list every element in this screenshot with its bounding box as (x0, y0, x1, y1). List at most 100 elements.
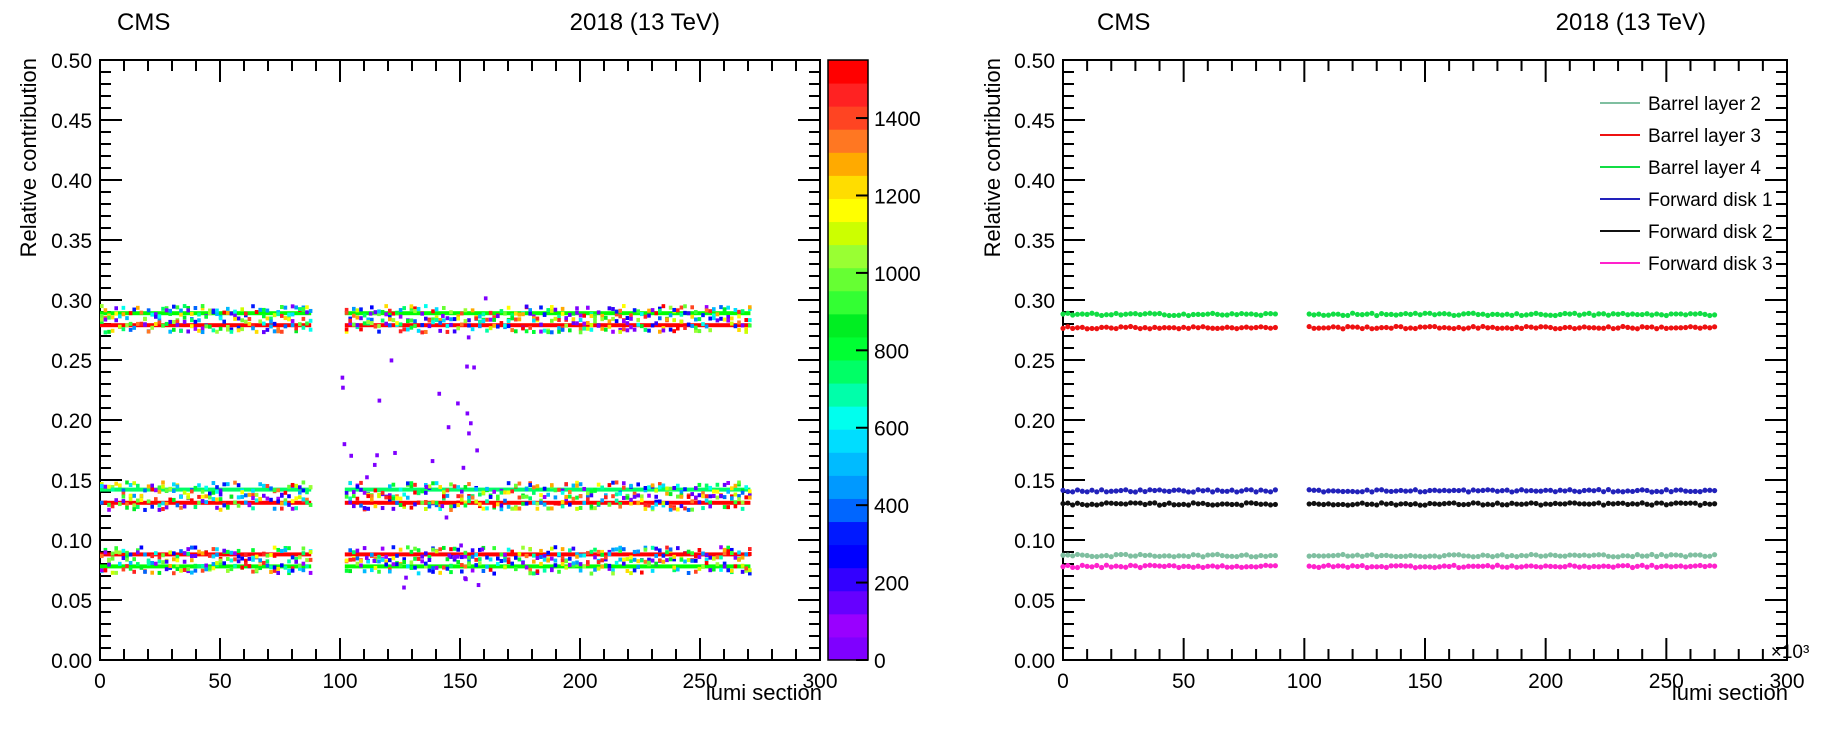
series-point (1118, 551, 1124, 558)
series-point (1316, 553, 1322, 559)
series-point (1620, 500, 1626, 506)
heatmap-cell (658, 499, 662, 504)
heatmap-cell (402, 557, 406, 562)
heatmap-cell (521, 501, 525, 506)
heatmap-cell (535, 555, 540, 560)
heatmap-cell (280, 492, 284, 497)
heatmap-cell (438, 504, 442, 509)
heatmap-cell (110, 487, 115, 492)
heatmap-cell (143, 317, 147, 322)
heatmap-cell (125, 502, 129, 507)
heatmap-cell (647, 313, 651, 318)
heatmap-cell (204, 550, 208, 555)
heatmap-cell (251, 506, 255, 511)
series-point (1161, 312, 1167, 318)
heatmap-cell (175, 319, 180, 324)
series-point (1707, 325, 1713, 331)
heatmap-cell (654, 321, 658, 326)
heatmap-cell (406, 327, 410, 332)
heatmap-outlier (461, 465, 466, 470)
series-point (1480, 323, 1486, 330)
heatmap-cell (107, 313, 111, 318)
heatmap-cell (254, 492, 259, 497)
heatmap-cell (395, 310, 399, 315)
heatmap-cell (607, 549, 612, 554)
heatmap-cell (395, 321, 399, 326)
heatmap-cell (402, 327, 406, 332)
series-point (1518, 564, 1525, 570)
series-point (1683, 564, 1689, 570)
heatmap-cell (618, 502, 622, 507)
heatmap-cell (701, 322, 705, 327)
heatmap-cell (607, 563, 612, 568)
heatmap-cell (647, 503, 651, 508)
heatmap-cell (668, 313, 673, 318)
heatmap-outlier (475, 448, 479, 453)
heatmap-cell (121, 491, 126, 496)
heatmap-cell (294, 556, 298, 561)
heatmap-cell (593, 315, 597, 320)
heatmap-cell (157, 507, 162, 512)
series-point (1581, 563, 1587, 569)
heatmap-cell (730, 496, 734, 501)
heatmap-cell (740, 309, 745, 314)
heatmap-cell (168, 564, 172, 569)
series-point (1195, 563, 1201, 569)
heatmap-cell (715, 318, 720, 323)
heatmap-cell (488, 317, 493, 322)
series-point (1620, 553, 1626, 559)
series-point (1354, 324, 1361, 330)
series-point (1166, 488, 1172, 494)
heatmap-cell (600, 326, 604, 331)
heatmap-cell (265, 308, 270, 313)
heatmap-outlier (349, 453, 354, 458)
series-point (1127, 553, 1134, 559)
heatmap-cell (737, 550, 741, 555)
heatmap-cell (553, 307, 558, 312)
heatmap-cell (121, 548, 126, 553)
heatmap-cell (694, 486, 698, 491)
heatmap-cell (704, 483, 709, 488)
heatmap-cell (740, 555, 745, 560)
heatmap-cell (690, 551, 694, 556)
series-point (1214, 487, 1221, 493)
heatmap-cell (535, 486, 540, 491)
heatmap-cell (665, 545, 669, 550)
heatmap-cell (308, 308, 313, 313)
heatmap-cell (287, 502, 291, 507)
heatmap-cell (132, 307, 136, 312)
series-point (1499, 552, 1505, 558)
heatmap-cell (272, 565, 277, 570)
heatmap-cell (384, 559, 388, 564)
heatmap-outlier (372, 462, 377, 467)
heatmap-cell (262, 321, 266, 326)
series-point (1446, 552, 1452, 558)
series-point (1074, 500, 1081, 506)
heatmap-cell (182, 319, 187, 324)
series-point (1528, 311, 1534, 317)
series-point (1311, 500, 1317, 507)
heatmap-cell (370, 317, 374, 322)
series-point (1369, 552, 1375, 558)
heatmap-cell (658, 548, 662, 553)
heatmap-cell (298, 566, 302, 571)
heatmap-cell (114, 498, 118, 503)
heatmap-cell (514, 555, 518, 560)
series-point (1123, 324, 1129, 330)
heatmap-cell (460, 555, 464, 560)
series-point (1321, 489, 1327, 495)
series-point (1374, 325, 1380, 331)
heatmap-cell (719, 494, 723, 499)
left-y-tick-label: 0.35 (51, 230, 92, 253)
colorbar-tick-label: 400 (874, 495, 909, 518)
series-point (1378, 310, 1385, 317)
heatmap-cell (568, 502, 572, 507)
series-point (1702, 324, 1708, 330)
heatmap-cell (132, 557, 136, 562)
heatmap-cell (550, 305, 554, 310)
heatmap-cell (211, 481, 216, 486)
heatmap-cell (344, 568, 349, 573)
series-point (1586, 325, 1592, 331)
heatmap-cell (193, 568, 198, 573)
series-point (1383, 501, 1389, 507)
